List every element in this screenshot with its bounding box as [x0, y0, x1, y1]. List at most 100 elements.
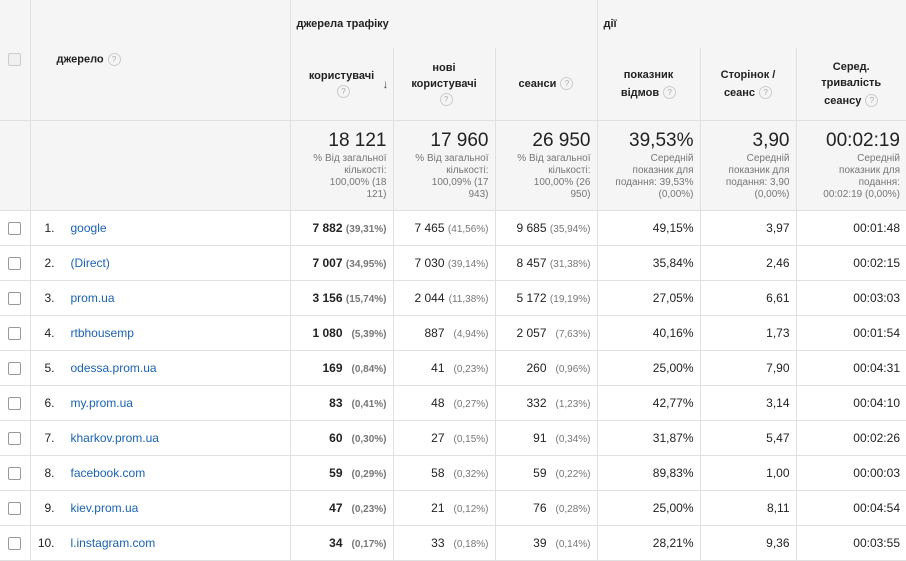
- row-checkbox-cell: [0, 210, 31, 246]
- help-icon[interactable]: ?: [560, 77, 574, 91]
- traffic-sources-group-header: джерела трафіку: [290, 0, 598, 48]
- data-rows: 1. google 7 882 (39,31%) 7 465 (41,56%) 9 685(…: [0, 210, 906, 561]
- source-link[interactable]: kharkov.prom.ua: [70, 430, 159, 445]
- pages-per-session-value: 5,47: [766, 430, 790, 445]
- users-cell: 83 (0,41%): [290, 385, 394, 421]
- sessions-value: 91: [533, 430, 547, 445]
- table-row: 10. l.instagram.com 34 (0,17%) 33 (0,18%) 39 (0…: [0, 525, 906, 561]
- new-users-value: 27: [431, 430, 445, 445]
- bounce-rate-column-header[interactable]: показник відмов?: [597, 48, 701, 121]
- users-percent: (0,84%): [351, 363, 387, 375]
- avg-duration-value: 00:01:48: [853, 220, 900, 235]
- bounce-rate-value: 89,83%: [652, 465, 694, 480]
- row-checkbox[interactable]: [8, 396, 22, 410]
- users-column-header[interactable]: користувачі ? ↓: [289, 48, 394, 121]
- new-users-percent: (41,56%): [447, 223, 489, 235]
- new-users-cell: 33 (0,18%): [393, 525, 496, 561]
- users-percent: (5,39%): [351, 328, 387, 340]
- source-cell: 7. kharkov.prom.ua: [30, 420, 291, 456]
- pages-per-session-column-header[interactable]: Сторінок / сеанс?: [700, 48, 797, 121]
- source-link[interactable]: google: [70, 220, 107, 235]
- table-row: 6. my.prom.ua 83 (0,41%) 48 (0,27%) 332 (1,23%)…: [0, 385, 906, 421]
- help-icon[interactable]: ?: [337, 85, 350, 99]
- sort-desc-icon[interactable]: ↓: [382, 77, 389, 91]
- avg-session-duration-column-label-2: тривалість: [821, 76, 882, 89]
- avg-duration-cell: 00:02:15: [796, 245, 906, 281]
- avg-duration-cell: 00:02:26: [796, 420, 906, 456]
- source-link[interactable]: kiev.prom.ua: [70, 500, 139, 515]
- row-checkbox[interactable]: [8, 431, 22, 445]
- row-checkbox[interactable]: [8, 221, 22, 235]
- row-index: 9.: [44, 500, 55, 515]
- users-value: 59: [329, 465, 343, 480]
- pages-per-session-value: 8,11: [767, 500, 790, 515]
- avg-duration-value: 00:02:26: [853, 430, 900, 445]
- sessions-cell: 2 057 (7,63%): [495, 315, 598, 351]
- row-checkbox[interactable]: [8, 256, 22, 270]
- new-users-percent: (0,23%): [453, 363, 489, 375]
- table-row: 7. kharkov.prom.ua 60 (0,30%) 27 (0,15%) 91 (0,…: [0, 420, 906, 456]
- row-checkbox[interactable]: [8, 326, 22, 340]
- table-row: 9. kiev.prom.ua 47 (0,23%) 21 (0,12%) 76 (0,28%…: [0, 490, 906, 526]
- source-link[interactable]: prom.ua: [70, 290, 115, 305]
- help-icon[interactable]: ?: [439, 93, 453, 107]
- pages-per-session-value: 1,00: [766, 465, 790, 480]
- sessions-cell: 39 (0,14%): [495, 525, 598, 561]
- avg-session-duration-column-header[interactable]: Серед. тривалість сеансу?: [796, 48, 906, 121]
- new-users-cell: 7 030 (39,14%): [393, 245, 496, 281]
- pages-per-session-cell: 9,36: [700, 525, 797, 561]
- avg-duration-cell: 00:00:03: [796, 455, 906, 491]
- source-link[interactable]: (Direct): [70, 255, 110, 270]
- help-icon[interactable]: ?: [759, 86, 773, 100]
- row-checkbox[interactable]: [8, 501, 22, 515]
- bounce-rate-cell: 31,87%: [597, 420, 701, 456]
- row-checkbox-cell: [0, 420, 31, 456]
- row-checkbox[interactable]: [8, 361, 22, 375]
- source-link[interactable]: l.instagram.com: [70, 535, 156, 550]
- help-icon[interactable]: ?: [107, 53, 121, 67]
- bounce-rate-value: 25,00%: [652, 360, 694, 375]
- sessions-cell: 91 (0,34%): [495, 420, 598, 456]
- avg-duration-cell: 00:01:48: [796, 210, 906, 246]
- select-all-checkbox[interactable]: [8, 53, 22, 67]
- sessions-percent: (0,22%): [555, 468, 591, 480]
- total-bounce-rate-cell: 39,53% Середній показник для подання: 39,5…: [597, 120, 701, 211]
- source-link[interactable]: rtbhousemp: [70, 325, 134, 340]
- pages-per-session-value: 3,14: [766, 395, 790, 410]
- row-checkbox-cell: [0, 525, 31, 561]
- source-link[interactable]: my.prom.ua: [70, 395, 133, 410]
- new-users-column-header[interactable]: нові користувачі ?: [393, 48, 496, 121]
- sessions-percent: (0,14%): [555, 538, 591, 550]
- avg-duration-cell: 00:04:54: [796, 490, 906, 526]
- source-column-header[interactable]: джерело?: [30, 0, 291, 121]
- source-link[interactable]: facebook.com: [70, 465, 146, 480]
- row-checkbox[interactable]: [8, 536, 22, 550]
- bounce-rate-value: 35,84%: [652, 255, 694, 270]
- new-users-percent: (0,15%): [453, 433, 489, 445]
- bounce-rate-cell: 25,00%: [597, 490, 701, 526]
- row-checkbox[interactable]: [8, 466, 22, 480]
- help-icon[interactable]: ?: [663, 86, 677, 100]
- sessions-column-header[interactable]: сеанси?: [495, 48, 598, 121]
- bounce-rate-cell: 27,05%: [597, 280, 701, 316]
- users-percent: (15,74%): [345, 293, 387, 305]
- help-icon[interactable]: ?: [865, 94, 879, 108]
- row-index: 1.: [44, 220, 55, 235]
- source-cell: 10. l.instagram.com: [30, 525, 291, 561]
- users-percent: (0,17%): [351, 538, 387, 550]
- total-new-users-value: 17 960: [430, 129, 489, 151]
- new-users-cell: 7 465 (41,56%): [393, 210, 496, 246]
- row-checkbox[interactable]: [8, 291, 22, 305]
- avg-duration-value: 00:04:10: [853, 395, 900, 410]
- new-users-cell: 27 (0,15%): [393, 420, 496, 456]
- total-new-users-cell: 17 960 % Від загальної кількості: 100,09% …: [393, 120, 496, 211]
- new-users-percent: (11,38%): [448, 293, 489, 305]
- source-link[interactable]: odessa.prom.ua: [70, 360, 157, 375]
- new-users-percent: (0,18%): [453, 538, 489, 550]
- avg-duration-value: 00:04:54: [853, 500, 900, 515]
- total-bounce-rate-value: 39,53%: [629, 129, 694, 151]
- avg-duration-value: 00:00:03: [853, 465, 900, 480]
- new-users-column-label-2: користувачі: [411, 77, 477, 90]
- users-cell: 1 080 (5,39%): [290, 315, 394, 351]
